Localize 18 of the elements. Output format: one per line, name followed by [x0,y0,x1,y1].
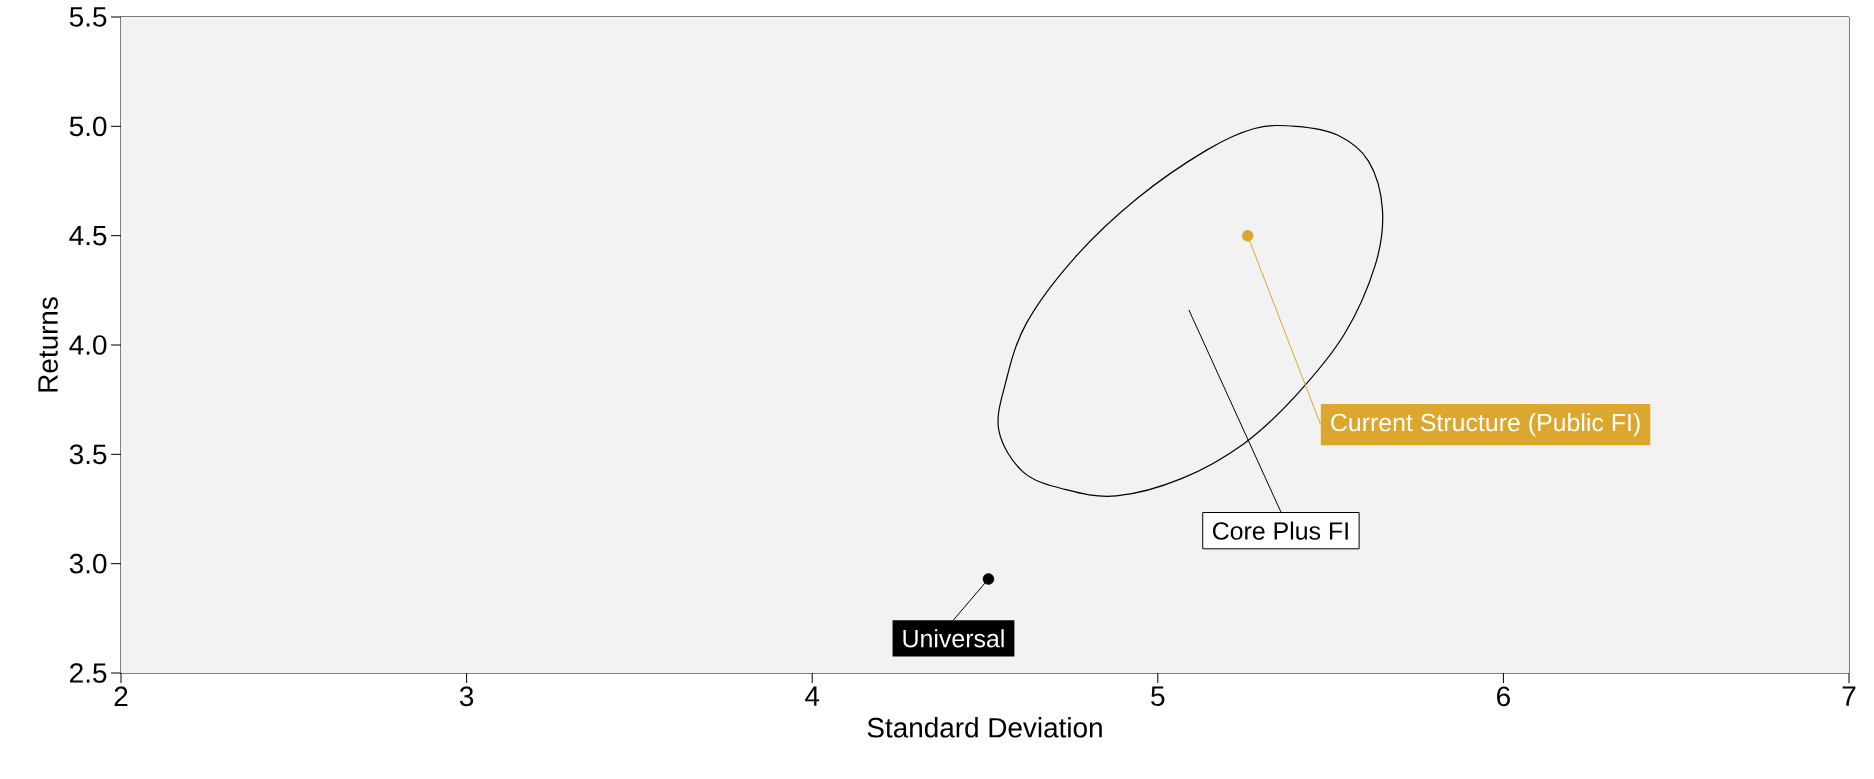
annotation: Current Structure (Public FI) [1331,413,1640,437]
x-tick-label: 7 [1842,686,1856,706]
y-axis-title: Returns [38,297,58,392]
y-tick-label: 3.0 [69,553,107,574]
y-tick-label: 3.5 [69,444,107,465]
y-tick-label: 4.0 [69,335,107,355]
annotation: Universal [903,629,1004,648]
y-tick-label: 4.5 [69,225,107,246]
x-tick-label: 2 [114,686,128,706]
y-tick-label: 2.5 [70,663,107,683]
x-tick-label: 6 [1497,686,1510,707]
y-tick-label: 5.0 [69,116,107,137]
annotation: Core Plus FI [1212,521,1348,540]
y-tick-label: 5.5 [69,7,107,27]
x-tick-label: 3 [459,686,474,707]
x-tick-label: 4 [805,686,820,706]
x-tick-label: 5 [1151,686,1165,706]
x-axis-title: Standard Deviation [867,717,1102,738]
